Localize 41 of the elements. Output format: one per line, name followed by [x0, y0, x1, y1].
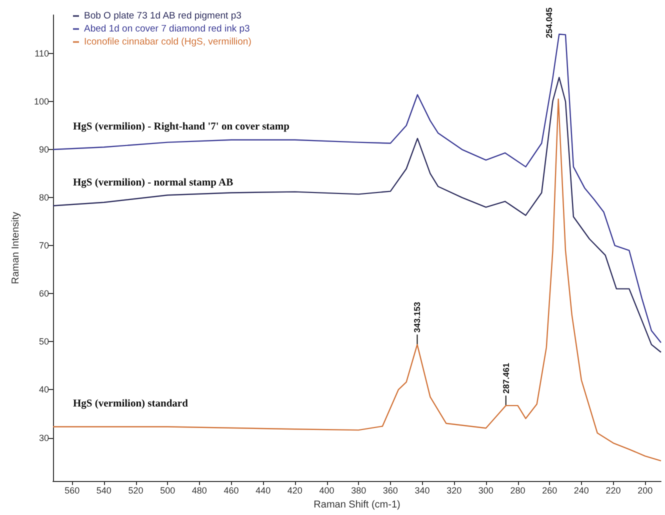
- x-tick-label: 500: [160, 486, 176, 496]
- x-tick-label: 200: [638, 486, 653, 496]
- x-tick-label: 400: [319, 486, 334, 496]
- annotation: 254.045: [544, 7, 554, 38]
- line-series: [52, 98, 662, 462]
- x-tick-label: 480: [192, 486, 207, 496]
- y-tick-label: 90: [38, 144, 49, 155]
- annotation: 343.153: [412, 302, 422, 333]
- x-tick-label: 220: [606, 486, 621, 496]
- x-tick-label: 440: [256, 486, 271, 496]
- x-axis-title: Raman Shift (cm-1): [314, 500, 400, 510]
- x-tick-label: 420: [287, 486, 302, 496]
- x-tick-label: 240: [574, 486, 589, 496]
- line-series: [52, 76, 662, 353]
- x-tick-label: 540: [96, 486, 112, 496]
- annotation: HgS (vermilion) standard: [73, 398, 188, 410]
- x-tick-label: 520: [128, 486, 144, 496]
- x-tick-label: 360: [382, 486, 398, 496]
- x-tick-label: 340: [414, 486, 430, 496]
- x-tick-label: 320: [446, 486, 462, 496]
- y-tick-label: 80: [38, 192, 49, 203]
- x-tick-label: 280: [510, 486, 526, 496]
- legend-label: Bob O plate 73 1d AB red pigment p3: [84, 10, 242, 22]
- x-tick-label: 460: [224, 486, 239, 496]
- y-tick-label: 60: [38, 288, 49, 299]
- y-tick-label: 40: [38, 384, 49, 395]
- x-tick-label: 560: [64, 486, 80, 496]
- annotation: 287.461: [500, 362, 511, 394]
- legend-label: Iconofile cinnabar cold (HgS, vermillion): [84, 36, 252, 48]
- y-tick-label: 110: [34, 48, 49, 58]
- annotation: HgS (vermilion) - normal stamp AB: [73, 178, 234, 189]
- legend-label: Abed 1d on cover 7 diamond red ink p3: [84, 24, 250, 34]
- x-tick-label: 380: [351, 486, 366, 496]
- x-tick-label: 300: [478, 486, 494, 496]
- y-tick-label: 30: [38, 432, 49, 443]
- y-tick-label: 70: [38, 240, 49, 251]
- annotation: HgS (vermilion) - Right-hand '7' on cover stamp: [73, 122, 290, 133]
- x-tick-label: 260: [542, 486, 558, 496]
- y-tick-label: 50: [38, 336, 49, 347]
- y-axis-title: Raman Intensity: [10, 212, 22, 284]
- y-tick-label: 100: [34, 96, 49, 106]
